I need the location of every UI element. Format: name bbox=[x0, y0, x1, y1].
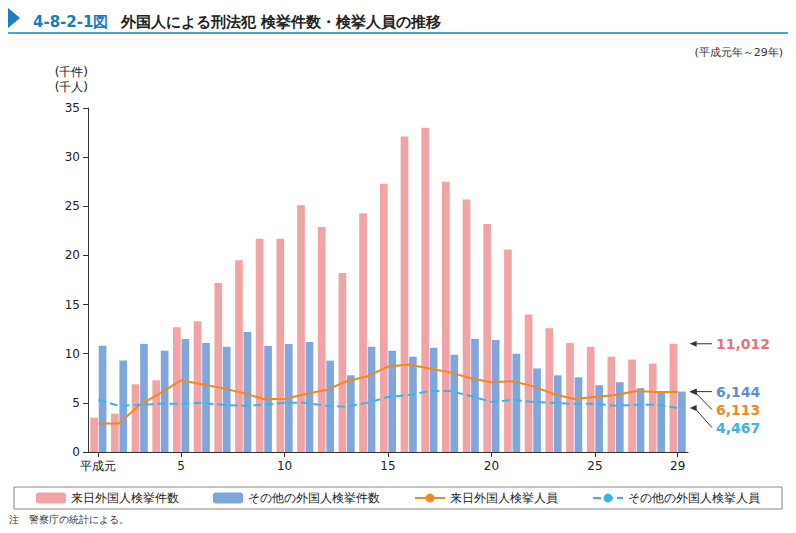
svg-text:5: 5 bbox=[177, 459, 185, 473]
svg-text:来日外国人検挙人員: 来日外国人検挙人員 bbox=[450, 491, 558, 505]
svg-text:(平成元年～29年): (平成元年～29年) bbox=[694, 46, 783, 59]
svg-text:平成元: 平成元 bbox=[80, 459, 116, 473]
svg-text:4-8-2-1図: 4-8-2-1図 bbox=[33, 13, 108, 31]
svg-text:来日外国人検挙件数: 来日外国人検挙件数 bbox=[71, 491, 179, 505]
svg-text:4,467: 4,467 bbox=[716, 420, 760, 436]
svg-text:11,012: 11,012 bbox=[716, 336, 770, 352]
svg-text:その他の外国人検挙人員: その他の外国人検挙人員 bbox=[628, 491, 760, 505]
svg-text:10: 10 bbox=[65, 347, 80, 361]
svg-text:15: 15 bbox=[65, 298, 80, 312]
svg-text:15: 15 bbox=[380, 459, 395, 473]
svg-text:30: 30 bbox=[65, 150, 80, 164]
svg-text:20: 20 bbox=[65, 248, 80, 262]
svg-text:10: 10 bbox=[277, 459, 292, 473]
svg-text:20: 20 bbox=[484, 459, 499, 473]
svg-text:35: 35 bbox=[65, 101, 80, 115]
svg-text:0: 0 bbox=[72, 445, 80, 459]
svg-text:(千人): (千人) bbox=[55, 80, 88, 94]
svg-text:その他の外国人検挙件数: その他の外国人検挙件数 bbox=[248, 491, 380, 505]
svg-text:注 警察庁の統計による。: 注 警察庁の統計による。 bbox=[9, 514, 129, 525]
svg-text:25: 25 bbox=[65, 199, 80, 213]
svg-text:6,144: 6,144 bbox=[716, 384, 761, 400]
svg-text:29: 29 bbox=[670, 459, 685, 473]
svg-text:5: 5 bbox=[72, 396, 80, 410]
svg-text:6,113: 6,113 bbox=[716, 402, 760, 418]
svg-text:25: 25 bbox=[587, 459, 602, 473]
svg-text:外国人による刑法犯 検挙件数・検挙人員の推移: 外国人による刑法犯 検挙件数・検挙人員の推移 bbox=[120, 13, 441, 31]
svg-text:(千件): (千件) bbox=[55, 65, 88, 79]
